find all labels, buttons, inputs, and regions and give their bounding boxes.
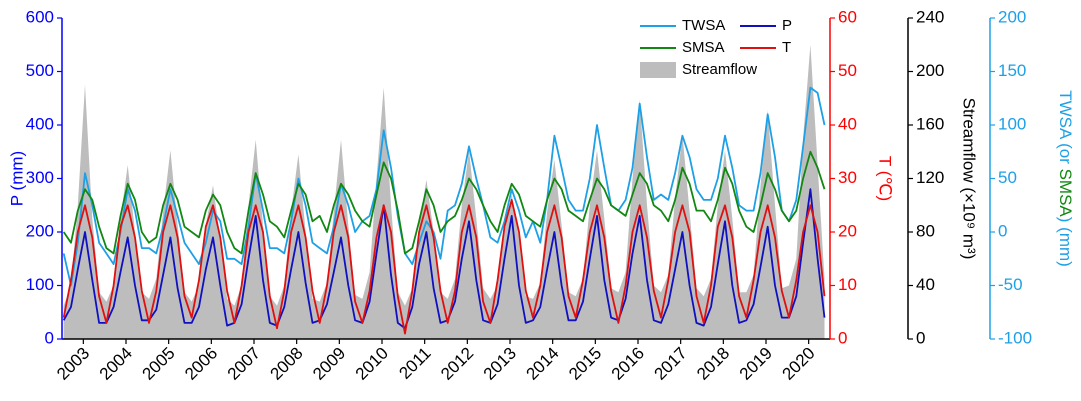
legend-label: TWSA xyxy=(682,17,725,34)
y-tick-label: 40 xyxy=(838,114,857,133)
x-tick-label: 2019 xyxy=(736,344,776,384)
legend-label: P xyxy=(782,17,792,34)
x-tick-label: 2018 xyxy=(693,344,733,384)
axis-title: TWSA (or SMSA) (mm) xyxy=(1056,90,1075,267)
y-tick-label: 40 xyxy=(916,275,935,294)
x-tick-label: 2008 xyxy=(266,344,306,384)
y-tick-label: 80 xyxy=(916,221,935,240)
x-tick-label: 2016 xyxy=(608,344,648,384)
x-tick-label: 2020 xyxy=(778,344,818,384)
axis-title: T (℃) xyxy=(876,156,895,201)
y-tick-label: 150 xyxy=(998,61,1026,80)
line xyxy=(62,199,826,335)
y-tick-label: 200 xyxy=(916,61,944,80)
axis-title: P (mm) xyxy=(7,151,26,206)
line xyxy=(62,188,826,330)
y-tick-label: 100 xyxy=(998,114,1026,133)
axis-title-part: SMSA xyxy=(1056,169,1075,218)
y-tick-label: 300 xyxy=(26,168,54,187)
x-tick-label: 2012 xyxy=(437,344,477,384)
y-tick-label: 200 xyxy=(998,7,1026,26)
x-tick-label: 2004 xyxy=(96,344,136,384)
y-tick-label: 50 xyxy=(998,168,1017,187)
y-tick-label: 100 xyxy=(26,275,54,294)
x-tick-label: 2005 xyxy=(138,344,178,384)
x-tick-label: 2003 xyxy=(53,344,93,384)
x-tick-label: 2010 xyxy=(352,344,392,384)
legend-label: T xyxy=(782,39,791,56)
y-tick-label: 0 xyxy=(838,328,847,347)
y-tick-label: 60 xyxy=(838,7,857,26)
legend-label: SMSA xyxy=(682,39,725,56)
y-tick-label: 240 xyxy=(916,7,944,26)
y-tick-label: 160 xyxy=(916,114,944,133)
y-tick-label: 600 xyxy=(26,7,54,26)
y-tick-label: 400 xyxy=(26,114,54,133)
y-tick-label: 30 xyxy=(838,168,857,187)
x-tick-label: 2006 xyxy=(181,344,221,384)
y-tick-label: 50 xyxy=(838,61,857,80)
y-tick-label: -100 xyxy=(998,328,1032,347)
x-tick-label: 2017 xyxy=(650,344,690,384)
area xyxy=(63,44,825,340)
x-tick-label: 2007 xyxy=(224,344,264,384)
x-tick-label: 2015 xyxy=(565,344,605,384)
x-tick-label: 2011 xyxy=(395,344,434,383)
y-tick-label: 10 xyxy=(838,275,857,294)
legend-swatch xyxy=(640,62,676,78)
x-tick-label: 2014 xyxy=(522,344,562,384)
y-tick-label: 500 xyxy=(26,61,54,80)
y-tick-label: 200 xyxy=(26,221,54,240)
axis-title-part: ) (mm) xyxy=(1056,217,1075,267)
y-tick-label: 20 xyxy=(838,221,857,240)
axis-title: Streamflow (×10⁹ m³) xyxy=(960,98,979,260)
y-tick-label: 0 xyxy=(998,221,1007,240)
y-tick-label: 0 xyxy=(916,328,925,347)
x-tick-label: 2009 xyxy=(309,344,349,384)
y-tick-label: -50 xyxy=(998,275,1023,294)
axis-title-part: TWSA (or xyxy=(1056,90,1075,168)
x-tick-label: 2013 xyxy=(480,344,520,384)
legend-label: Streamflow xyxy=(682,61,757,78)
line xyxy=(62,150,826,255)
line xyxy=(62,86,826,287)
y-tick-label: 120 xyxy=(916,168,944,187)
y-tick-label: 0 xyxy=(45,328,54,347)
